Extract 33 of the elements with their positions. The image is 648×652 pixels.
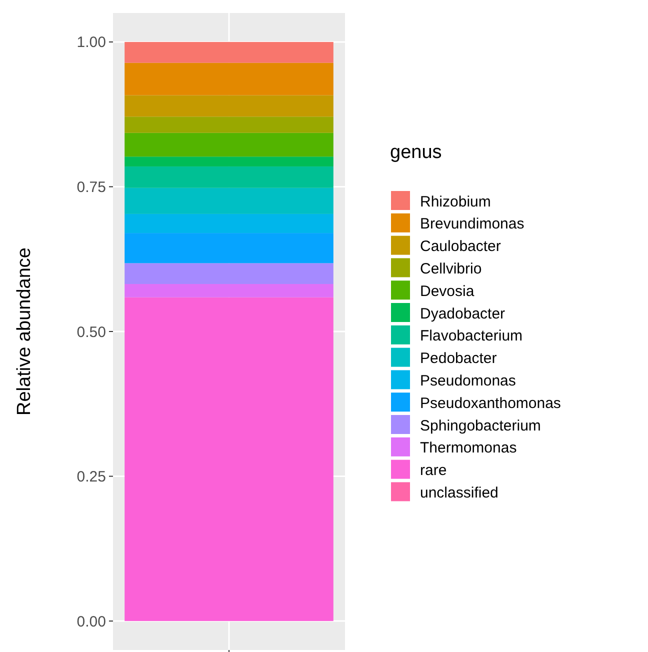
legend-label: Flavobacterium <box>420 328 523 345</box>
bar <box>124 62 334 96</box>
legend-label: rare <box>420 462 447 480</box>
y-tick-label: 0.50 <box>76 324 106 341</box>
legend-label: Brevundimonas <box>420 216 524 233</box>
legend-label: Pedobacter <box>420 350 497 368</box>
legend-label: Cellvibrio <box>420 260 482 278</box>
legend-label: Devosia <box>420 282 475 300</box>
bar <box>124 188 334 214</box>
y-tick-label: 0.75 <box>76 178 106 196</box>
y-tick-label: 0.00 <box>76 613 106 630</box>
legend-label: Dyadobacter <box>420 305 506 322</box>
y-tick-label: 0.25 <box>76 468 106 486</box>
bar <box>124 156 334 166</box>
legend-label: unclassified <box>420 484 498 502</box>
bar <box>124 166 334 188</box>
bar <box>124 214 334 234</box>
y-axis-title: Relative abundance <box>14 248 35 416</box>
legend-label: Rhizobium <box>420 193 491 210</box>
legend-label: Pseudomonas <box>420 372 516 390</box>
bar <box>124 116 334 133</box>
legend-label: Thermomonas <box>420 440 517 457</box>
legend-label: Pseudoxanthomonas <box>420 394 561 412</box>
legend-label: Caulobacter <box>420 238 501 256</box>
legend-title: genus <box>390 142 442 163</box>
bar <box>124 132 334 157</box>
legend-label: Sphingobacterium <box>420 417 541 434</box>
bar <box>124 284 334 298</box>
bar <box>124 95 334 117</box>
bar <box>124 42 334 63</box>
y-tick-label: 1.00 <box>76 34 106 52</box>
bar <box>124 263 334 284</box>
bar <box>124 233 334 264</box>
